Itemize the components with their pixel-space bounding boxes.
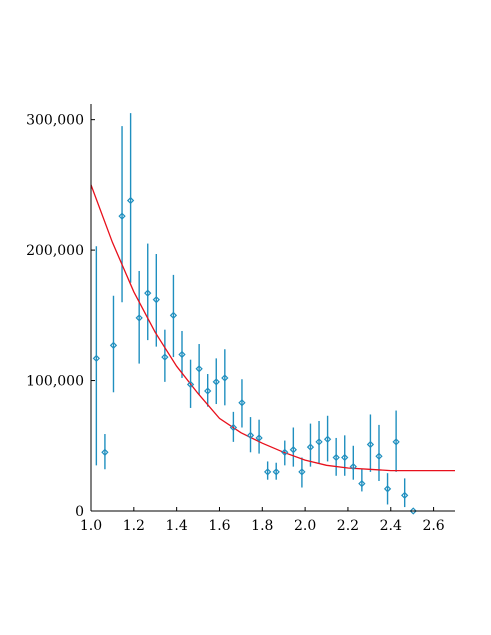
data-point (281, 448, 289, 456)
data-point (401, 491, 409, 499)
data-point (109, 341, 118, 349)
x-tick-label: 2.2 (337, 518, 359, 534)
data-point (298, 468, 306, 476)
axes-layer (90, 104, 455, 512)
data-point (101, 448, 109, 456)
x-tick-label: 2.6 (422, 518, 444, 534)
data-point (238, 399, 246, 407)
data-point (392, 438, 400, 446)
data-point (144, 289, 152, 297)
markers-layer (92, 196, 417, 515)
data-point (409, 507, 417, 515)
y-tick-label: 0 (75, 504, 84, 520)
x-tick-label: 2.0 (294, 518, 316, 534)
fit-line-layer (90, 184, 455, 472)
y-tick-label: 100,000 (26, 374, 84, 390)
x-tick-label: 2.4 (380, 518, 402, 534)
data-point (186, 380, 195, 389)
errorbars-layer (95, 113, 406, 508)
data-point (263, 468, 272, 476)
data-point (204, 387, 212, 395)
data-point (272, 468, 280, 476)
data-point (332, 453, 340, 462)
data-point (246, 431, 255, 439)
data-point (92, 354, 101, 363)
x-tick-label: 1.2 (123, 518, 145, 534)
data-point (255, 434, 263, 442)
data-point (358, 479, 366, 488)
data-point (306, 443, 315, 451)
fit-curve (90, 184, 455, 472)
x-tick-label: 1.8 (251, 518, 273, 534)
data-point (315, 438, 323, 446)
data-point (169, 311, 178, 319)
data-point (118, 212, 126, 220)
data-point (323, 435, 332, 443)
data-point (341, 453, 349, 462)
y-tick-label: 300,000 (26, 113, 84, 129)
data-point (289, 446, 297, 454)
data-point (229, 423, 238, 432)
data-point (366, 440, 375, 449)
data-point (349, 462, 357, 471)
x-tick-label: 1.0 (80, 518, 102, 534)
data-point (195, 365, 203, 373)
x-axis-ticks: 1.0 1.2 1.4 1.6 1.8 2.0 2.2 2.4 2.6 (80, 507, 445, 534)
data-point (375, 452, 383, 460)
data-point (178, 350, 186, 359)
data-point (383, 485, 392, 493)
data-point (161, 353, 169, 361)
x-tick-label: 1.6 (208, 518, 230, 534)
data-point (152, 296, 160, 304)
data-point (221, 374, 229, 382)
x-tick-label: 1.4 (166, 518, 188, 534)
data-point (135, 314, 143, 322)
y-tick-label: 200,000 (26, 243, 84, 259)
data-point (126, 196, 135, 205)
y-axis-ticks: 0 100,000 200,000 300,000 (26, 113, 95, 520)
data-point (212, 378, 220, 386)
